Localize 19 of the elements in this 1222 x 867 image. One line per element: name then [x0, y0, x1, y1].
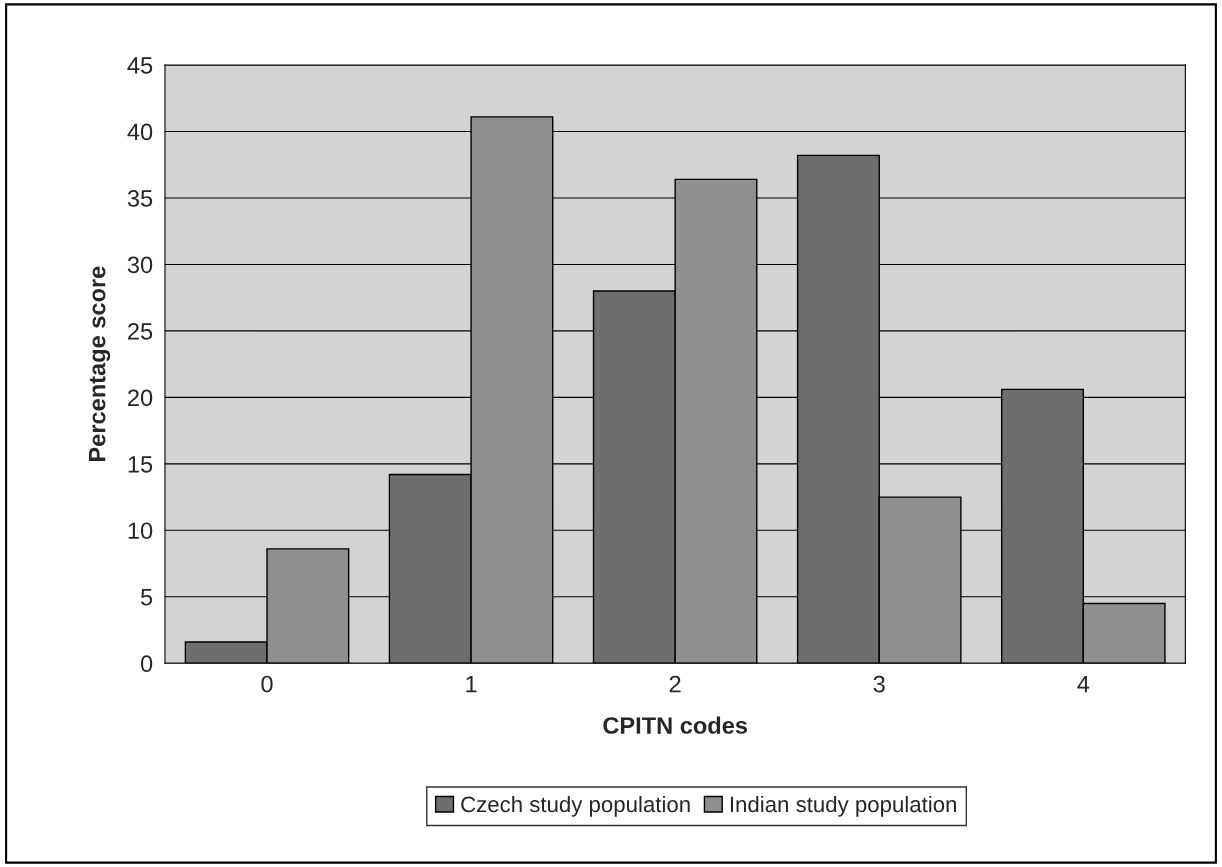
x-tick-label: 3	[873, 675, 885, 693]
y-tick-label: 10	[128, 522, 153, 540]
x-axis-title: CPITN codes	[603, 716, 748, 734]
legend-label: Czech study population	[461, 795, 690, 817]
x-tick-label: 0	[261, 675, 273, 693]
y-tick-label: 40	[127, 123, 153, 141]
y-tick-label: 25	[128, 322, 153, 340]
x-tick-label: 1	[466, 675, 477, 693]
y-tick-label: 15	[128, 456, 153, 473]
y-tick-label: 35	[127, 190, 153, 207]
y-axis-title: Percentage score	[88, 266, 111, 461]
x-tick-label: 4	[1077, 675, 1090, 693]
y-tick-label: 45	[127, 57, 153, 74]
y-tick-label: 20	[128, 389, 153, 407]
y-tick-label: 5	[140, 589, 153, 606]
y-tick-label: 0	[140, 655, 153, 673]
y-tick-label: 30	[127, 256, 153, 274]
x-tick-label: 2	[669, 675, 681, 693]
legend-label: Indian study population	[730, 795, 956, 817]
